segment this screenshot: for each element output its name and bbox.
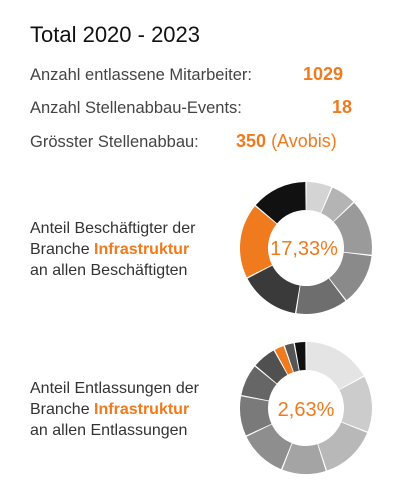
donut-slice — [255, 350, 288, 384]
donut-slices-layoffs — [240, 342, 372, 474]
donut-slice — [247, 265, 300, 314]
donut-center-label-employees: 17,33% — [270, 238, 338, 260]
chart2-desc-line3: an allen Entlassungen — [30, 422, 188, 439]
donut-slice — [239, 206, 277, 278]
stat-value-events: 18 — [332, 97, 353, 117]
stat-value-largest-number: 350 — [236, 131, 267, 151]
donut-slice — [306, 182, 332, 213]
donut-slice — [339, 376, 372, 432]
chart1-desc-line3: an allen Beschäftigten — [30, 262, 188, 279]
donut-slice — [321, 187, 354, 222]
donut-slice — [284, 343, 299, 373]
chart1-description: Anteil Beschäftigter der Branche Infrast… — [30, 218, 195, 281]
stat-value-employees: 1029 — [303, 64, 344, 84]
donut-slice — [240, 396, 272, 436]
donut-slice — [274, 345, 294, 375]
chart1-desc-line1: Anteil Beschäftigter der — [30, 220, 196, 237]
donut-slice — [296, 278, 346, 314]
stat-value-largest-company: (Avobis) — [271, 131, 337, 151]
donut-center-label-layoffs: 2,63% — [278, 399, 335, 421]
donut-slice — [294, 342, 306, 371]
donut-slice — [246, 424, 292, 470]
donut-slice — [255, 182, 306, 224]
donut-chart-employees: 17,33% — [239, 182, 372, 314]
chart1-desc-line2: Branche Infrastruktur — [30, 239, 195, 260]
donut-chart-layoffs: 2,63% — [240, 342, 372, 474]
chart1-desc-prefix: Branche — [30, 241, 95, 258]
chart1-highlight: Infrastruktur — [94, 241, 190, 258]
stat-label-employees: Anzahl entlassene Mitarbeiter: — [30, 66, 252, 84]
stat-label-largest: Grösster Stellenabbau: — [30, 133, 199, 151]
donut-slice — [306, 342, 364, 390]
page-title: Total 2020 - 2023 — [30, 22, 201, 47]
donut-slice — [329, 252, 372, 301]
chart2-description: Anteil Entlassungen der Branche Infrastr… — [30, 378, 199, 441]
stat-value-largest: 350 (Avobis) — [236, 131, 337, 152]
chart2-desc-line1: Anteil Entlassungen der — [30, 380, 199, 397]
chart2-desc-line2: Branche Infrastruktur — [30, 399, 199, 420]
donut-slice — [282, 443, 326, 474]
chart2-desc-prefix: Branche — [30, 401, 95, 418]
donut-slices-employees — [239, 182, 372, 314]
chart2-highlight: Infrastruktur — [94, 401, 190, 418]
donut-slice — [333, 202, 372, 255]
donut-slice — [241, 366, 277, 401]
stat-label-events: Anzahl Stellenabbau-Events: — [30, 99, 242, 117]
donut-slice — [318, 422, 368, 471]
